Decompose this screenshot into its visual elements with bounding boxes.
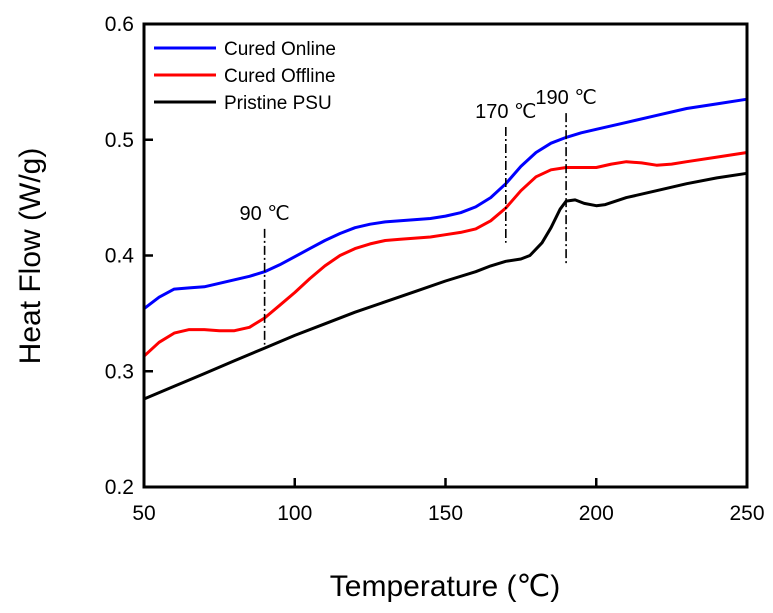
y-tick-label: 0.6 [105,13,134,36]
y-tick-label: 0.4 [105,245,135,268]
annotation-label: 190 ℃ [535,87,596,109]
series-line-1 [142,151,748,358]
series-line-2 [143,171,748,401]
legend-label-1: Cured Offline [224,66,336,87]
axis-ticks: 50 100 150 200 250 0.2 0.3 0.4 0.5 0.6 [105,13,765,525]
y-tick-label: 0.2 [105,476,134,499]
y-tick-label: 0.5 [105,129,134,152]
annotation-label: 90 ℃ [239,203,289,225]
y-axis-title: Heat Flow (W/g) [14,148,47,365]
x-tick-label: 150 [428,502,463,525]
legend: Cured Online Cured Offline Pristine PSU [154,39,336,114]
x-tick-label: 200 [579,502,614,525]
x-tick-label: 100 [277,502,312,525]
y-tick-label: 0.3 [105,360,134,383]
x-axis-title: Temperature (℃) [330,570,560,603]
legend-label-0: Cured Online [224,39,336,60]
x-tick-label: 50 [132,502,155,525]
series-line-0 [143,97,748,310]
legend-label-2: Pristine PSU [224,93,332,114]
annotation-label: 170 ℃ [475,101,536,123]
x-tick-label: 250 [729,502,764,525]
plot-area [142,97,748,401]
